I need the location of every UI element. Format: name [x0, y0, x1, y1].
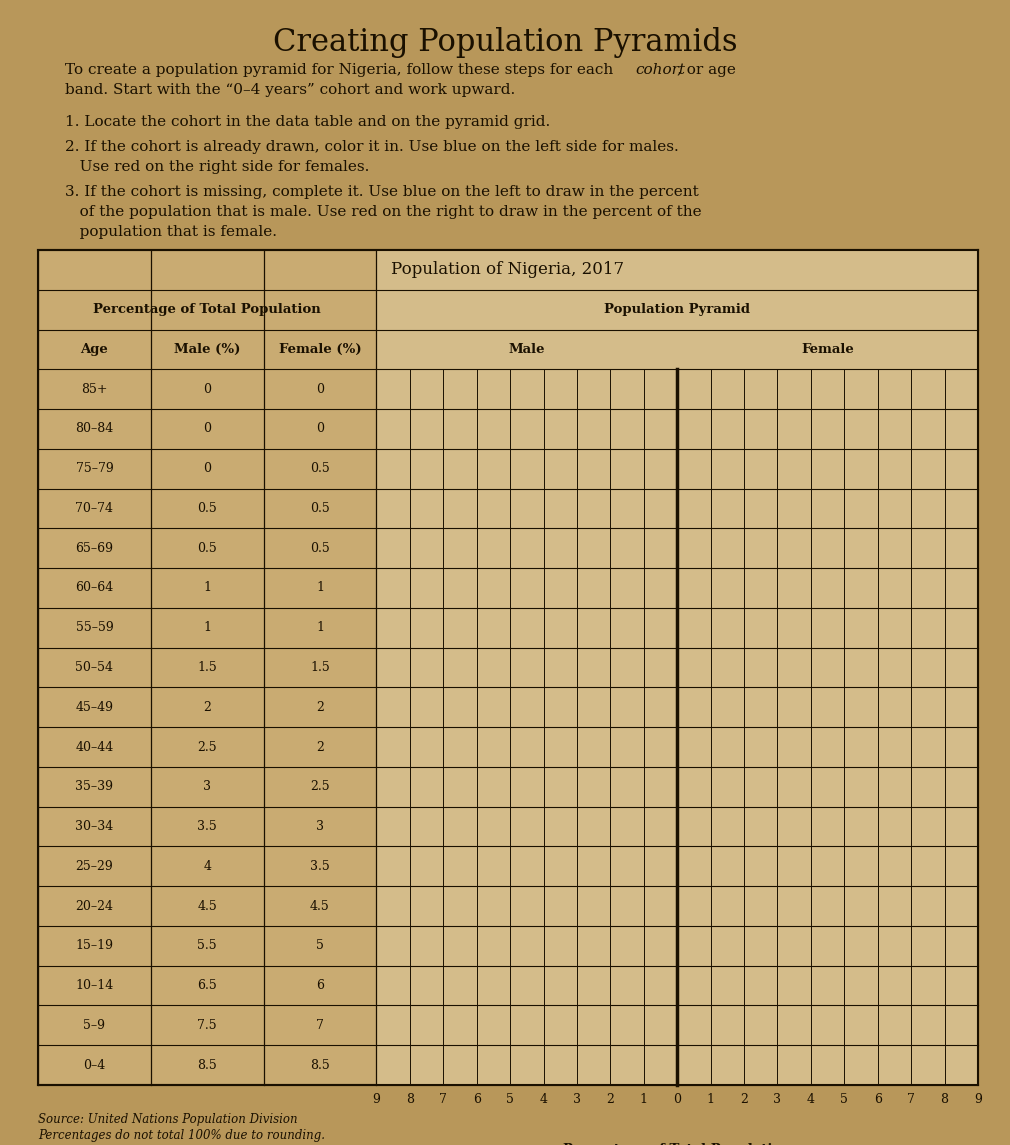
Text: 0: 0	[316, 423, 324, 435]
Text: Percentages do not total 100% due to rounding.: Percentages do not total 100% due to rou…	[38, 1129, 325, 1142]
Text: 2.5: 2.5	[197, 741, 217, 753]
Text: 0.5: 0.5	[310, 463, 330, 475]
Text: , or age: , or age	[677, 63, 736, 77]
Text: 0.5: 0.5	[197, 502, 217, 515]
Text: 85+: 85+	[81, 382, 108, 396]
Text: 2: 2	[203, 701, 211, 713]
Text: 5: 5	[316, 939, 324, 953]
Text: Male (%): Male (%)	[174, 342, 240, 356]
Text: 1: 1	[707, 1093, 715, 1106]
Text: 3: 3	[316, 820, 324, 834]
Text: 1: 1	[316, 622, 324, 634]
Text: 0: 0	[203, 382, 211, 396]
Text: 45–49: 45–49	[76, 701, 113, 713]
Text: 10–14: 10–14	[76, 979, 113, 992]
Text: 5: 5	[506, 1093, 514, 1106]
Text: 30–34: 30–34	[76, 820, 113, 834]
Text: Population of Nigeria, 2017: Population of Nigeria, 2017	[392, 261, 624, 278]
Text: 1. Locate the cohort in the data table and on the pyramid grid.: 1. Locate the cohort in the data table a…	[65, 114, 550, 129]
Text: 1: 1	[203, 622, 211, 634]
Text: 4: 4	[539, 1093, 547, 1106]
Text: 2: 2	[740, 1093, 748, 1106]
Text: 60–64: 60–64	[76, 582, 113, 594]
Text: 3: 3	[203, 780, 211, 793]
Text: 1.5: 1.5	[310, 661, 330, 674]
Text: 7.5: 7.5	[197, 1019, 217, 1032]
Text: 0–4: 0–4	[83, 1059, 105, 1072]
Text: 70–74: 70–74	[76, 502, 113, 515]
Text: cohort: cohort	[635, 63, 685, 77]
Text: 15–19: 15–19	[76, 939, 113, 953]
Text: 9: 9	[974, 1093, 982, 1106]
Text: 5: 5	[840, 1093, 848, 1106]
Text: Female: Female	[801, 342, 854, 356]
Text: 3: 3	[774, 1093, 782, 1106]
Text: 0: 0	[674, 1093, 681, 1106]
Text: Age: Age	[81, 342, 108, 356]
Text: 9: 9	[373, 1093, 381, 1106]
Text: 4: 4	[807, 1093, 815, 1106]
Text: 5.5: 5.5	[197, 939, 217, 953]
Text: 6: 6	[473, 1093, 481, 1106]
Text: Population Pyramid: Population Pyramid	[604, 303, 750, 316]
Text: 8: 8	[406, 1093, 414, 1106]
Text: 6.5: 6.5	[197, 979, 217, 992]
Text: 8: 8	[940, 1093, 948, 1106]
Text: 2: 2	[606, 1093, 614, 1106]
Text: Source: United Nations Population Division: Source: United Nations Population Divisi…	[38, 1113, 298, 1126]
Text: 4: 4	[203, 860, 211, 872]
Text: 6: 6	[316, 979, 324, 992]
Text: 3.5: 3.5	[197, 820, 217, 834]
Text: 0: 0	[316, 382, 324, 396]
Text: 1.5: 1.5	[197, 661, 217, 674]
Text: 4.5: 4.5	[197, 900, 217, 913]
Text: 65–69: 65–69	[76, 542, 113, 554]
Text: 80–84: 80–84	[76, 423, 113, 435]
Text: 0.5: 0.5	[197, 542, 217, 554]
Text: 20–24: 20–24	[76, 900, 113, 913]
Text: 8.5: 8.5	[310, 1059, 330, 1072]
Text: 7: 7	[439, 1093, 447, 1106]
Text: 75–79: 75–79	[76, 463, 113, 475]
Text: 8.5: 8.5	[197, 1059, 217, 1072]
Text: 4.5: 4.5	[310, 900, 330, 913]
Text: 7: 7	[316, 1019, 324, 1032]
Text: 50–54: 50–54	[76, 661, 113, 674]
Text: population that is female.: population that is female.	[65, 226, 277, 239]
Text: Female (%): Female (%)	[279, 342, 362, 356]
Text: 3.5: 3.5	[310, 860, 330, 872]
Text: Creating Population Pyramids: Creating Population Pyramids	[273, 27, 737, 58]
Text: 2: 2	[316, 741, 324, 753]
Text: of the population that is male. Use red on the right to draw in the percent of t: of the population that is male. Use red …	[65, 205, 702, 219]
Text: To create a population pyramid for Nigeria, follow these steps for each: To create a population pyramid for Niger…	[65, 63, 618, 77]
Text: Use red on the right side for females.: Use red on the right side for females.	[65, 160, 370, 174]
Text: 0: 0	[203, 463, 211, 475]
Bar	[38, 250, 978, 1085]
Text: 55–59: 55–59	[76, 622, 113, 634]
Text: 3: 3	[573, 1093, 581, 1106]
Text: 0.5: 0.5	[310, 542, 330, 554]
Text: 0.5: 0.5	[310, 502, 330, 515]
Text: 25–29: 25–29	[76, 860, 113, 872]
Bar	[377, 250, 978, 1085]
Text: 5–9: 5–9	[84, 1019, 105, 1032]
Text: 1: 1	[639, 1093, 647, 1106]
Text: 2. If the cohort is already drawn, color it in. Use blue on the left side for ma: 2. If the cohort is already drawn, color…	[65, 140, 679, 153]
Text: Male: Male	[509, 342, 545, 356]
Text: 0: 0	[203, 423, 211, 435]
Text: 7: 7	[907, 1093, 915, 1106]
Text: band. Start with the “0–4 years” cohort and work upward.: band. Start with the “0–4 years” cohort …	[65, 82, 515, 97]
Text: Percentage of Total Population: Percentage of Total Population	[564, 1143, 791, 1145]
Text: 3. If the cohort is missing, complete it. Use blue on the left to draw in the pe: 3. If the cohort is missing, complete it…	[65, 185, 699, 199]
Text: 1: 1	[316, 582, 324, 594]
Text: 6: 6	[874, 1093, 882, 1106]
Text: Percentage of Total Population: Percentage of Total Population	[93, 303, 321, 316]
Text: 35–39: 35–39	[76, 780, 113, 793]
Text: 2: 2	[316, 701, 324, 713]
Text: 40–44: 40–44	[76, 741, 113, 753]
Text: 2.5: 2.5	[310, 780, 330, 793]
Text: 1: 1	[203, 582, 211, 594]
